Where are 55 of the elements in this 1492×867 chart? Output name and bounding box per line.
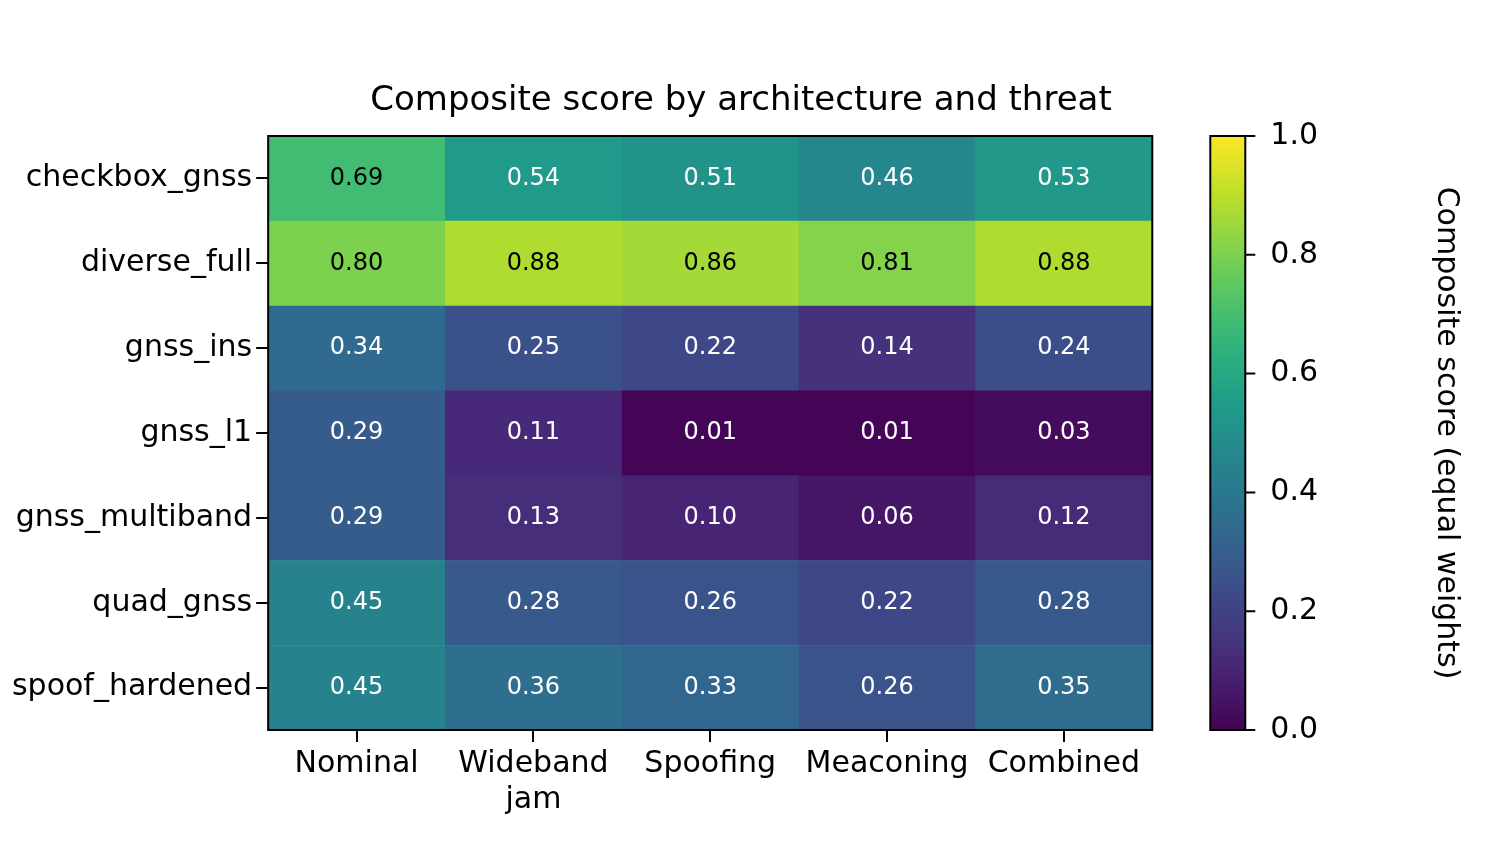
- x-tick-label: Nominal: [294, 743, 419, 779]
- y-tick-label: gnss_ins: [124, 327, 253, 363]
- data-label: 0.14: [860, 332, 914, 361]
- color-bar-label: 0.6: [1270, 353, 1319, 389]
- y-tick-label: quad_gnss: [92, 582, 253, 618]
- y-tick-label: gnss_multiband: [15, 497, 253, 533]
- data-label: 0.54: [506, 162, 561, 191]
- data-label: 0.36: [506, 671, 561, 700]
- x-tick-label: Combined: [987, 743, 1141, 779]
- data-label: 0.35: [1037, 671, 1091, 700]
- data-label: 0.01: [683, 417, 737, 446]
- data-label: 0.26: [860, 671, 914, 700]
- data-label: 0.53: [1037, 162, 1091, 191]
- data-label: 0.06: [860, 502, 914, 531]
- data-label: 0.45: [329, 671, 384, 700]
- data-label: 0.28: [506, 586, 561, 615]
- y-tick-label: checkbox_gnss: [25, 158, 253, 194]
- data-label: 0.33: [683, 671, 737, 700]
- data-label: 0.12: [1037, 502, 1091, 531]
- color-bar-label: 1.0: [1270, 115, 1319, 151]
- data-label: 0.10: [683, 502, 737, 531]
- data-label: 0.22: [683, 332, 737, 361]
- y-tick-label: spoof_hardened: [11, 667, 253, 703]
- data-label: 0.28: [1037, 586, 1091, 615]
- data-label: 0.86: [683, 247, 737, 276]
- color-bar-label: 0.2: [1270, 591, 1319, 626]
- data-label: 0.51: [683, 162, 737, 191]
- x-tick-label: Spoofing: [644, 743, 777, 779]
- color-bar-label: 0.4: [1270, 472, 1319, 508]
- y-tick-label: gnss_l1: [140, 412, 253, 448]
- x-tick-label: Wideband jam: [458, 743, 609, 815]
- data-label: 0.11: [506, 417, 561, 446]
- data-label: 0.80: [329, 247, 384, 276]
- y-tick-label: diverse_full: [80, 243, 253, 279]
- data-label: 0.29: [329, 502, 384, 531]
- data-label: 0.25: [506, 332, 561, 361]
- data-label: 0.01: [860, 417, 914, 446]
- data-label: 0.26: [683, 586, 737, 615]
- data-label: 0.13: [506, 502, 561, 531]
- data-label: 0.29: [329, 417, 384, 446]
- data-label: 0.34: [329, 332, 384, 361]
- data-label: 0.45: [329, 586, 384, 615]
- color-bar-label: 0.8: [1270, 234, 1319, 270]
- x-tick-label: Meaconing: [805, 743, 969, 779]
- data-label: 0.88: [506, 247, 561, 276]
- color-bar-label: 0.0: [1270, 709, 1319, 745]
- data-label: 0.03: [1037, 417, 1091, 446]
- data-label: 0.22: [860, 586, 914, 615]
- color-bar-title: Composite score (equal weights): [1431, 186, 1467, 680]
- chart-title: Composite score by architecture and threat: [370, 78, 1112, 119]
- data-label: 0.46: [860, 162, 914, 191]
- data-label: 0.81: [860, 247, 914, 276]
- data-label: 0.24: [1037, 332, 1091, 361]
- data-label: 0.88: [1037, 247, 1091, 276]
- data-label: 0.69: [329, 162, 384, 191]
